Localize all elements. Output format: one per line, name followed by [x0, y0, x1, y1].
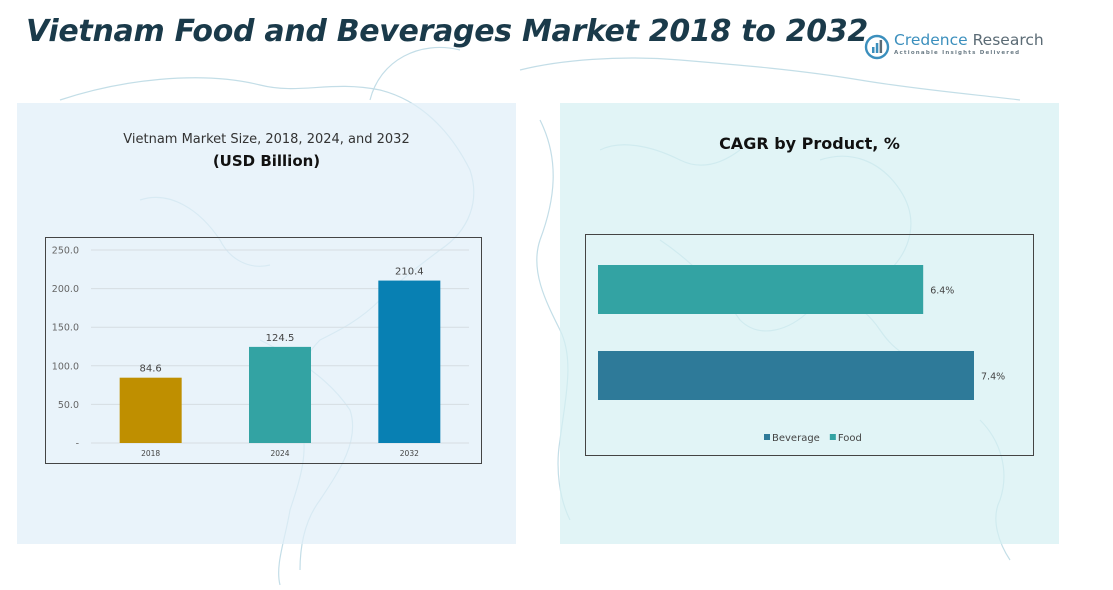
cagr-chart-title: CAGR by Product, % [719, 134, 900, 153]
x-tick-label: 2032 [400, 449, 419, 458]
x-tick-label: 2024 [270, 449, 289, 458]
legend-label-food: Food [838, 433, 862, 444]
x-tick-label: 2018 [141, 449, 160, 458]
brand-tagline: Actionable Insights Delivered [894, 50, 1021, 56]
brand-name: Credence Research [894, 32, 1044, 49]
market-size-chart: - 50.0 100.0 150.0 200.0 250.0 84.6 2018 124.5 20… [45, 237, 482, 464]
y-tick-label: 250.0 [52, 246, 79, 257]
y-tick-label: 200.0 [52, 284, 79, 295]
cagr-hbar-chart: 6.4% 7.4% Beverage Food [598, 265, 1005, 444]
market-size-bar-chart: - 50.0 100.0 150.0 200.0 250.0 84.6 2018 124.5 20… [52, 246, 469, 458]
credence-logo-icon [864, 34, 890, 60]
market-size-chart-title: Vietnam Market Size, 2018, 2024, and 203… [123, 132, 410, 147]
brand-name-credence: Credence [894, 31, 968, 49]
bar-2024 [249, 346, 311, 443]
brand-name-research: Research [972, 31, 1044, 49]
y-tick-label: 100.0 [52, 361, 79, 372]
bar-value-label: 84.6 [140, 364, 162, 375]
bar-value-label: 210.4 [395, 267, 424, 278]
brand-logo-block: Credence Research Actionable Insights De… [864, 32, 1044, 60]
legend-swatch-food [829, 434, 836, 440]
cagr-chart: 6.4% 7.4% Beverage Food [585, 234, 1034, 456]
bar-value-label: 124.5 [266, 333, 295, 344]
page-title: Vietnam Food and Beverages Market 2018 t… [26, 14, 869, 49]
legend-swatch-beverage [764, 434, 770, 440]
cagr-panel: CAGR by Product, % [560, 103, 1059, 544]
y-tick-label: - [76, 439, 79, 450]
bar-2018 [119, 377, 182, 443]
bar-beverage [598, 351, 974, 400]
market-size-chart-subtitle: (USD Billion) [212, 152, 321, 170]
y-tick-label: 50.0 [58, 400, 79, 411]
bar-food [598, 265, 924, 314]
legend-label-beverage: Beverage [772, 433, 820, 444]
bar-value-label: 6.4% [930, 286, 954, 297]
bar-2032 [378, 280, 441, 443]
bar-value-label: 7.4% [981, 372, 1005, 383]
y-tick-label: 150.0 [52, 323, 79, 334]
